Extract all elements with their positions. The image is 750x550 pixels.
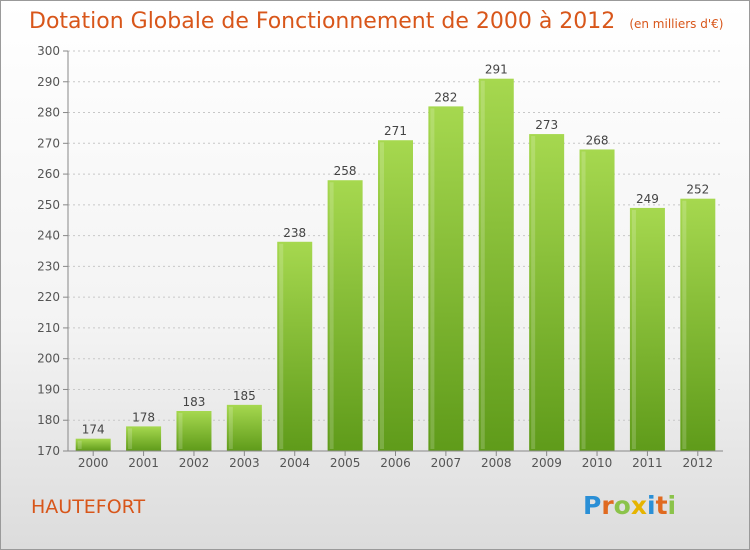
bar-highlight [581,151,586,449]
proxiti-logo: Proxiti [583,491,676,520]
bar [629,207,665,451]
y-tick-label: 300 [37,44,60,58]
x-tick-label: 2000 [78,456,109,470]
bar [478,78,514,451]
chart-title: Dotation Globale de Fonctionnement de 20… [29,9,616,34]
bar [680,198,716,451]
bar-value-label: 291 [485,63,508,77]
y-tick-label: 250 [37,198,60,212]
bar [75,438,111,451]
y-tick-label: 270 [37,136,60,150]
x-tick-label: 2006 [380,456,411,470]
bar-value-label: 174 [82,423,105,437]
axes-layer: 170 180 190 200 210 220 230 240 250 260 270 280 290 3… [37,44,723,470]
y-tick-label: 170 [37,444,60,458]
y-tick-label: 210 [37,321,60,335]
bar [226,404,262,451]
logo-letter: x [630,491,647,520]
logo-letter: i [647,491,656,520]
bar-value-label: 185 [233,389,256,403]
y-tick-label: 220 [37,290,60,304]
logo-letter: t [655,491,668,520]
bar-value-label: 258 [334,164,357,178]
logo-letter: r [601,491,614,520]
bar-value-label: 271 [384,124,407,138]
logo-letter: o [613,491,631,520]
bars-layer [75,78,716,452]
bar [176,411,212,451]
bar-highlight [631,209,636,449]
bar-highlight [380,142,384,449]
y-tick-label: 290 [37,75,60,89]
y-tick-label: 260 [37,167,60,181]
bar-highlight [329,182,334,449]
x-tick-label: 2007 [431,456,462,470]
x-tick-label: 2003 [229,456,260,470]
bar-value-label: 183 [183,395,206,409]
labels-layer: 174 178 183 185 238 258 271 282 291 273 268 249 252 [82,63,710,437]
bar [378,140,413,451]
x-tick-label: 2010 [582,456,613,470]
x-tick-label: 2011 [632,456,663,470]
x-tick-label: 2005 [330,456,361,470]
bar-value-label: 268 [586,133,609,147]
chart-unit-note: (en milliers d'€) [629,17,724,31]
x-tick-label: 2001 [128,456,159,470]
commune-name: HAUTEFORT [31,496,146,518]
bar-value-label: 238 [283,226,306,240]
bar-highlight [228,406,233,449]
logo-letter: P [583,491,602,520]
bar [529,134,565,452]
bar-value-label: 282 [434,90,457,104]
bar-highlight [430,108,435,449]
bar-value-label: 273 [535,118,558,132]
x-tick-label: 2004 [279,456,310,470]
bar-highlight [279,243,284,449]
bar [579,149,615,451]
x-tick-label: 2012 [683,456,714,470]
y-tick-label: 240 [37,229,60,243]
y-tick-label: 280 [37,106,60,120]
y-tick-label: 180 [37,413,60,427]
bar-value-label: 252 [686,183,709,197]
y-tick-label: 200 [37,352,60,366]
bar-highlight [682,200,687,449]
bar-value-label: 249 [636,192,659,206]
bar-highlight [531,136,536,450]
x-tick-label: 2008 [481,456,512,470]
bar-highlight [128,428,133,449]
bar [126,426,162,451]
bar-highlight [480,80,485,449]
y-tick-label: 230 [37,259,60,273]
y-tick-label: 190 [37,382,60,396]
bar [327,180,363,451]
title-row: Dotation Globale de Fonctionnement de 20… [29,9,723,34]
bar [277,241,313,451]
bar-value-label: 178 [132,410,155,424]
x-tick-label: 2009 [531,456,562,470]
bar [428,106,464,451]
x-tick-label: 2002 [179,456,210,470]
bar-highlight [77,440,82,449]
bar-highlight [178,413,183,449]
logo-letter: i [667,491,677,520]
